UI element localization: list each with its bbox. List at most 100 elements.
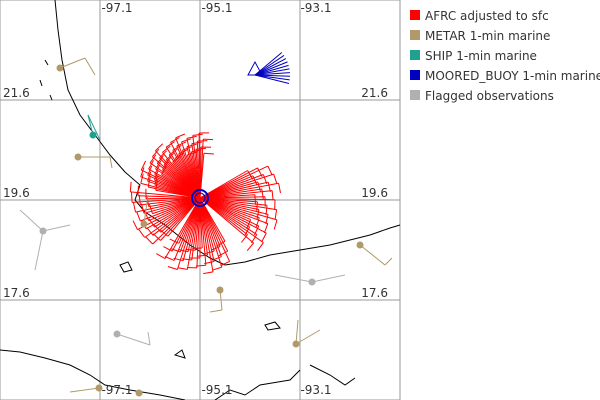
barb (199, 197, 214, 272)
lat-label: 19.6 (361, 186, 388, 200)
barb-tick (181, 138, 192, 143)
barb-tick (162, 145, 171, 153)
legend-swatch (410, 10, 420, 20)
barb (199, 197, 278, 221)
barb (199, 181, 269, 199)
barb (199, 165, 269, 199)
lon-label: -93.1 (300, 383, 331, 397)
barb (164, 197, 201, 259)
barb-tick (146, 227, 154, 236)
barb (130, 191, 201, 199)
barb (199, 182, 279, 199)
barb-tick (192, 133, 203, 136)
barb (186, 197, 201, 270)
barb-tick (273, 219, 278, 230)
barb-tick (140, 160, 147, 171)
barb-tick (203, 271, 214, 275)
barb (199, 197, 268, 225)
barb-tick (145, 236, 154, 245)
barb-tick (197, 254, 208, 257)
barb (199, 197, 223, 268)
barb-tick (257, 242, 264, 252)
lon-label: -95.1 (201, 383, 232, 397)
barb-tick (265, 214, 269, 225)
barb-tick (149, 154, 157, 164)
barb (199, 197, 231, 262)
barb (196, 197, 201, 268)
barb-tick (203, 152, 214, 155)
barb-tick (131, 192, 133, 203)
barb (140, 197, 201, 206)
barb (145, 197, 201, 230)
barb-tick (267, 165, 273, 176)
barb-tick (278, 183, 281, 194)
barb (199, 190, 273, 199)
lat-label: 21.6 (361, 86, 388, 100)
barb-tick (165, 141, 175, 148)
barb (144, 197, 201, 238)
barb (176, 197, 201, 270)
barb-tick (263, 223, 269, 234)
legend-label: METAR 1-min marine (425, 29, 550, 43)
barb-tick (261, 232, 267, 243)
barb (254, 74, 290, 81)
barb-tick (241, 234, 248, 243)
graticule (0, 0, 400, 400)
barb-tick (169, 238, 180, 244)
barb-tick (212, 266, 222, 271)
legend-label: SHIP 1-min marine (425, 49, 537, 63)
barb (152, 197, 201, 236)
barb-flag (247, 60, 263, 76)
barb-tick (156, 253, 166, 260)
legend-label: Flagged observations (425, 89, 554, 103)
barb (199, 197, 267, 234)
barb-tick (132, 220, 138, 230)
legend-swatch (410, 30, 420, 40)
barb-tick (175, 133, 186, 139)
barb-tick (220, 260, 230, 267)
barb-tick (152, 148, 160, 158)
barb (254, 68, 290, 76)
barb-tick (132, 202, 136, 213)
barb (137, 197, 201, 231)
barb-tick (177, 267, 188, 270)
lat-label: 17.6 (3, 286, 30, 300)
barb-tick (164, 256, 175, 261)
barb-tick (273, 173, 278, 184)
barb-tick (267, 181, 271, 193)
barb (254, 74, 290, 84)
legend-label: MOORED_BUOY 1-min marine (425, 69, 600, 83)
barb-tick (140, 173, 144, 184)
barb-tick (136, 211, 141, 222)
barb-tick (170, 137, 180, 143)
barb-tick (274, 209, 278, 220)
legend: AFRC adjusted to sfc METAR 1-min marine SH… (410, 9, 600, 103)
barb (152, 197, 201, 245)
station-markers (19, 57, 393, 397)
lon-label: -95.1 (201, 1, 232, 15)
barb (140, 197, 201, 222)
graticule-labels: -97.1 -97.1 -95.1 -95.1 -93.1 -93.1 21.6 21.6 19… (3, 1, 388, 397)
lat-label: 17.6 (361, 286, 388, 300)
barb (199, 197, 254, 244)
barb-tick (203, 138, 214, 141)
legend-swatch (410, 50, 420, 60)
barb-tick (246, 242, 254, 252)
lat-label: 19.6 (3, 186, 30, 200)
legend-label: AFRC adjusted to sfc (425, 9, 549, 23)
barb-tick (152, 233, 161, 241)
legend-swatch (410, 70, 420, 80)
lat-label: 21.6 (3, 86, 30, 100)
barb-tick (195, 264, 206, 267)
barb-tick (167, 266, 178, 270)
barb (199, 197, 277, 211)
barb (199, 197, 276, 201)
barb-tick (271, 190, 274, 201)
barb-tick (170, 248, 181, 253)
barb-tick (138, 194, 141, 205)
coastline (0, 0, 401, 400)
barb-tick (140, 167, 145, 177)
barb-tick (129, 181, 132, 192)
